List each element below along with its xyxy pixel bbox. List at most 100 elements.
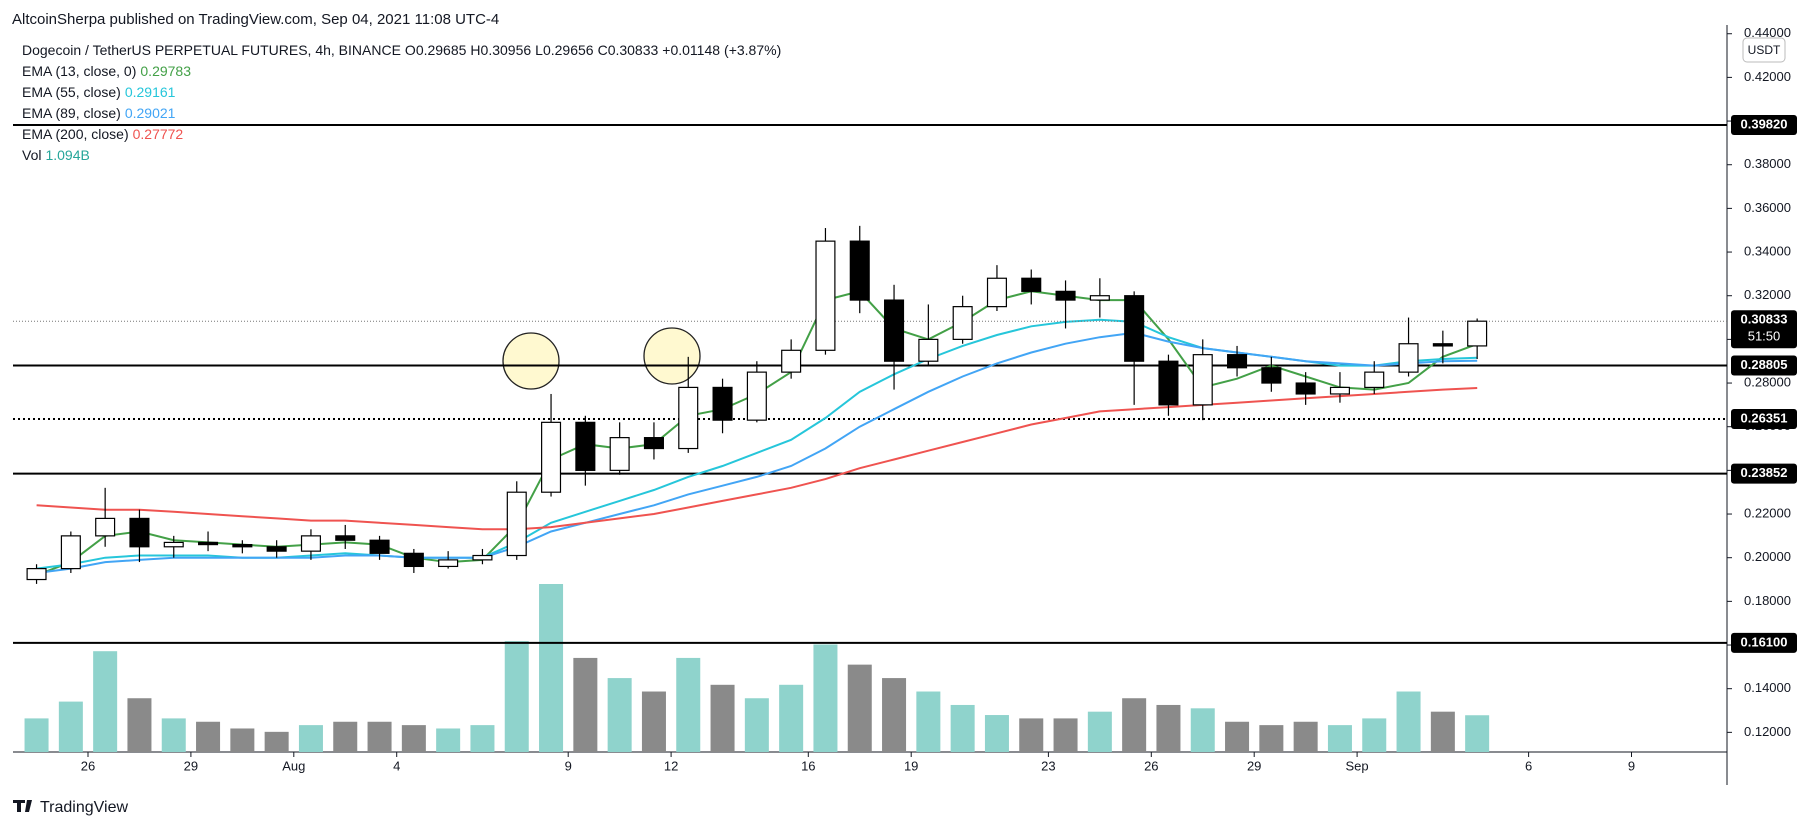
ema-value: 0.29021 — [124, 105, 176, 121]
volume-bar — [984, 715, 1009, 752]
candle-body — [163, 541, 184, 548]
volume-bar — [1362, 718, 1387, 752]
volume-bar — [1087, 711, 1112, 752]
volume-bar — [1053, 718, 1078, 752]
x-tick-label: 12 — [664, 758, 678, 773]
candle-body — [849, 240, 870, 301]
change: +0.01148 — [662, 42, 721, 58]
ema-line — [36, 387, 1478, 531]
level-label: 0.28805 — [1741, 357, 1788, 372]
candle-body — [1192, 354, 1213, 406]
x-tick-label: 16 — [801, 758, 815, 773]
volume-bar — [24, 718, 49, 752]
ohlc-value: 0.29685 — [415, 42, 467, 58]
x-tick-label: 26 — [1144, 758, 1158, 773]
ema-value: 0.29161 — [124, 84, 176, 100]
volume-bar — [573, 657, 598, 752]
level-label: 0.39820 — [1741, 116, 1788, 131]
volume-bar — [1430, 711, 1455, 752]
candle-body — [1124, 295, 1145, 362]
candle-body — [60, 535, 81, 570]
volume-bar — [813, 644, 838, 752]
y-tick-label: 0.34000 — [1744, 243, 1791, 258]
candle-body — [1467, 320, 1488, 347]
volume-bar — [196, 721, 221, 752]
y-tick-label: 0.12000 — [1744, 724, 1791, 739]
candle-body — [781, 349, 802, 373]
volume-bar — [676, 657, 701, 752]
volume-bar — [1019, 718, 1044, 752]
volume-bar — [779, 684, 804, 752]
candle-body — [369, 539, 390, 554]
candle-body — [541, 421, 562, 493]
candle-body — [884, 299, 905, 362]
y-tick-label: 0.28000 — [1744, 374, 1791, 389]
ohlc-value: 0.30956 — [480, 42, 532, 58]
ema-name: EMA (55, close) — [22, 84, 121, 100]
candle-body — [198, 541, 219, 546]
level-label-box — [1731, 355, 1797, 376]
volume-bar — [1122, 698, 1147, 752]
highlight-circle — [502, 332, 560, 390]
x-tick-label: 23 — [1041, 758, 1055, 773]
volume-bar — [298, 725, 323, 752]
legend-row: EMA (200, close) 0.27772 — [22, 124, 785, 145]
level-label-box — [1731, 463, 1797, 484]
volume-value: 1.094B — [45, 147, 90, 163]
symbol-title: Dogecoin / TetherUS PERPETUAL FUTURES, 4… — [22, 42, 401, 58]
candle-body — [1364, 371, 1385, 389]
ema-name: EMA (200, close) — [22, 126, 129, 142]
volume-bar — [1259, 725, 1284, 752]
level-label: 0.26351 — [1741, 410, 1788, 425]
candle-body — [129, 517, 150, 548]
candle-body — [266, 546, 287, 552]
volume-bar — [744, 698, 769, 752]
volume-bar — [1225, 721, 1250, 752]
x-tick-label: 6 — [1525, 758, 1532, 773]
volume-bar — [539, 584, 564, 752]
volume-bar — [436, 728, 461, 752]
legend: Dogecoin / TetherUS PERPETUAL FUTURES, 4… — [22, 40, 785, 166]
y-tick-label: 0.18000 — [1744, 593, 1791, 608]
volume-bar — [916, 691, 941, 752]
x-tick-label: 9 — [1628, 758, 1635, 773]
y-tick-label: 0.38000 — [1744, 156, 1791, 171]
volume-bar — [607, 678, 632, 752]
candle-body — [986, 277, 1007, 308]
legend-row: Dogecoin / TetherUS PERPETUAL FUTURES, 4… — [22, 40, 785, 61]
highlight-circle — [643, 327, 701, 385]
legend-row: Vol 1.094B — [22, 145, 785, 166]
ema-value: 0.29783 — [140, 63, 191, 79]
volume-name: Vol — [22, 147, 42, 163]
volume-bar — [58, 701, 83, 752]
volume-bar — [1156, 704, 1181, 752]
y-tick-label: 0.32000 — [1744, 287, 1791, 302]
x-tick-label: 4 — [393, 758, 400, 773]
y-tick-label: 0.20000 — [1744, 549, 1791, 564]
x-tick-label: 29 — [1247, 758, 1261, 773]
volume-bar — [950, 704, 975, 752]
candle-body — [1158, 360, 1179, 406]
unit-box — [1742, 37, 1786, 63]
ohlc-name: L — [535, 42, 543, 58]
candle-body — [438, 559, 459, 568]
volume-bar — [1327, 725, 1352, 752]
candle-body — [1398, 343, 1419, 373]
volume-bar — [230, 728, 255, 752]
y-tick-label: 0.42000 — [1744, 69, 1791, 84]
level-label: 0.16100 — [1741, 634, 1788, 649]
candle-body — [712, 386, 733, 421]
legend-row: EMA (55, close) 0.29161 — [22, 82, 785, 103]
ohlc-name: H — [470, 42, 481, 58]
volume-bar — [264, 731, 289, 752]
candle-body — [1227, 354, 1248, 369]
volume-bar — [504, 641, 529, 752]
candle-body — [1295, 382, 1316, 395]
y-tick-label: 0.36000 — [1744, 200, 1791, 215]
candle-body — [1432, 343, 1453, 347]
level-label-box — [1731, 632, 1797, 653]
ohlc-value: 0.29656 — [542, 42, 594, 58]
footer-brand: TradingView — [40, 799, 128, 816]
